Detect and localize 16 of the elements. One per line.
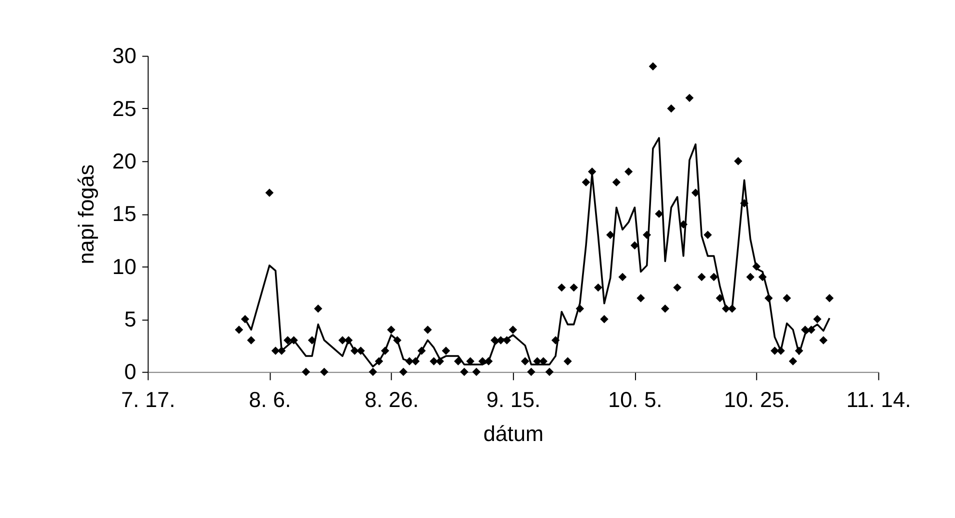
y-tick-label: 10 (112, 254, 136, 279)
y-axis-title: napi fogás (74, 164, 99, 264)
y-tick-label: 15 (112, 201, 136, 226)
x-tick-label: 7. 17. (121, 386, 176, 412)
y-tick-label: 0 (124, 359, 136, 384)
y-tick-label: 25 (112, 96, 136, 121)
x-tick-label: 8. 26. (364, 386, 419, 412)
x-tick-label: 11. 14. (846, 386, 911, 412)
y-tick-label: 5 (124, 306, 136, 332)
x-tick-label: 9. 15. (486, 386, 541, 412)
x-axis-title: dátum (483, 421, 544, 446)
x-tick-label: 8. 6. (248, 386, 291, 412)
y-tick-label: 20 (112, 148, 136, 174)
x-tick-label: 10. 5. (608, 386, 662, 412)
x-tick-label: 10. 25. (724, 386, 790, 412)
y-tick-label: 30 (112, 43, 136, 68)
